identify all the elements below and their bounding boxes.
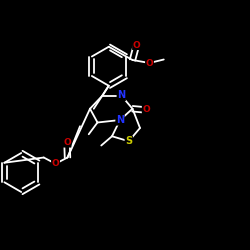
Text: O: O — [142, 106, 150, 114]
Text: N: N — [116, 115, 124, 125]
Text: O: O — [63, 138, 71, 147]
Text: O: O — [132, 40, 140, 50]
Text: S: S — [125, 136, 132, 146]
Text: O: O — [52, 159, 60, 168]
Text: N: N — [117, 90, 125, 101]
Text: O: O — [146, 58, 154, 68]
